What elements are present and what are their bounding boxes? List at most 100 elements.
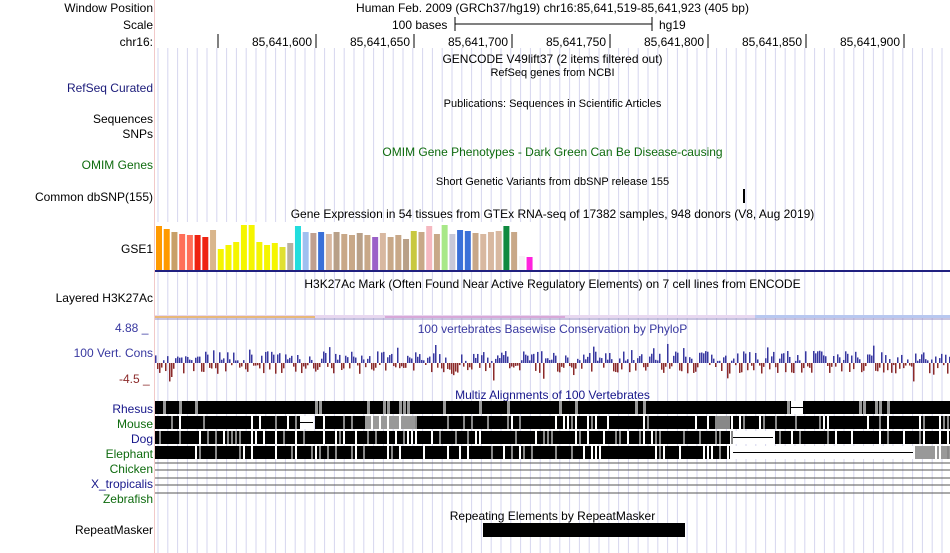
alignment-mismatch [655,446,657,459]
phylop-bar [239,363,241,368]
cons-label[interactable]: 100 Vert. Cons [73,346,153,360]
h3k27ac-title[interactable]: H3K27Ac Mark (Often Found Near Active Re… [304,277,801,291]
phylop-bar [335,353,337,363]
alignment-mismatch [375,431,377,444]
phylop-bar [815,353,817,363]
snps-label[interactable]: SNPs [122,127,153,141]
phylop-bar [611,359,613,363]
gtex-title[interactable]: Gene Expression in 54 tissues from GTEx … [290,207,815,221]
phylop-bar [675,351,677,363]
gtex-bar [403,239,410,270]
gtex-bar [364,235,371,270]
phylop-bar [651,353,653,363]
phylop-bar [515,363,517,366]
sequences-label[interactable]: Sequences [92,112,153,126]
phylop-bar [631,350,633,363]
alignment-mismatch [719,431,721,444]
phylop-bar [851,355,853,363]
phylop-bar [385,363,387,371]
phylop-bar [351,351,353,363]
gtex-bar [271,243,278,270]
alignment-mismatch [575,431,577,444]
alignment-mismatch [479,431,481,444]
snp-marker[interactable] [743,189,745,203]
phylop-bar [653,348,655,363]
phylop-bar [763,363,765,367]
refseq-title[interactable]: RefSeq genes from NCBI [490,67,615,79]
phylop-bar [509,363,511,369]
alignment-mismatch [663,446,665,459]
phylop-bar [539,363,541,373]
phylop-bar [183,363,185,374]
alignment-mismatch [519,416,521,429]
phylop-bar [319,363,321,368]
alignment-mismatch [239,431,241,444]
phylop-bar [691,358,693,363]
phylop-signal[interactable] [155,337,950,387]
phylop-bar [939,358,941,363]
phylop-bar [305,363,307,369]
species-x-tropicalis[interactable]: X_tropicalis [90,477,153,491]
phylop-bar [349,363,351,369]
alignment-mismatch [879,416,881,429]
phylop-bar [567,357,569,363]
phylop-bar [461,354,463,363]
alignment-mismatch [763,416,765,429]
phylop-bar [231,363,233,366]
phylop-bar [563,363,565,368]
publications-title[interactable]: Publications: Sequences in Scientific Ar… [443,98,662,110]
alignment-mismatch [395,431,397,444]
cons-title[interactable]: 100 vertebrates Basewise Conservation by… [417,322,688,336]
phylop-bar [403,363,405,368]
species-elephant[interactable]: Elephant [105,447,153,461]
phylop-bar [445,357,447,363]
repeat-element[interactable] [483,523,685,537]
multiz-alignments[interactable] [155,400,950,508]
alignment-mismatch [787,401,790,414]
phylop-bar [379,363,381,366]
gtex-bars[interactable] [155,222,950,274]
phylop-bar [293,363,295,367]
common-dbsnp-label[interactable]: Common dbSNP(155) [34,190,153,204]
species-mouse[interactable]: Mouse [116,417,153,431]
phylop-bar [475,357,477,363]
omim-title[interactable]: OMIM Gene Phenotypes - Dark Green Can Be… [382,145,723,159]
phylop-bar [161,363,163,368]
phylop-bar [685,356,687,363]
species-chicken[interactable]: Chicken [109,462,153,476]
phylop-bar [235,360,237,363]
alignment-mismatch [863,401,866,414]
gtex-bar [472,233,479,270]
phylop-bar [735,363,737,366]
multiz-title[interactable]: Multiz Alignments of 100 Vertebrates [455,388,650,402]
dbsnp-title[interactable]: Short Genetic Variants from dbSNP releas… [435,176,670,188]
alignment-mismatch [379,416,381,429]
phylop-bar [819,350,821,363]
phylop-bar [437,363,439,368]
phylop-bar [581,363,583,369]
gencode-title[interactable]: GENCODE V49lift37 (2 items filtered out) [442,52,663,66]
phylop-bar [583,354,585,363]
gtex-bar [279,247,286,270]
repeatmasker-title[interactable]: Repeating Elements by RepeatMasker [449,509,656,523]
phylop-bar [719,360,721,363]
phylop-bar [363,359,365,363]
species-dog[interactable]: Dog [130,432,153,446]
species-rhesus[interactable]: Rhesus [112,402,153,416]
phylop-bar [935,356,937,363]
repeatmasker-label[interactable]: RepeatMasker [74,523,153,537]
phylop-bar [489,363,491,368]
gtex-bar [156,226,162,270]
alignment-mismatch [947,431,949,444]
h3k27ac-label[interactable]: Layered H3K27Ac [55,291,153,305]
refseq-label[interactable]: RefSeq Curated [66,81,153,95]
alignment-mismatch [303,431,305,444]
gtex-gene-label[interactable]: GSE1 [120,242,153,256]
alignment-mismatch [371,416,373,429]
h3k27ac-signal[interactable] [155,300,950,322]
omim-label[interactable]: OMIM Genes [81,158,153,172]
alignment-mismatch [415,416,417,429]
species-zebrafish[interactable]: Zebrafish [102,492,153,506]
phylop-bar [893,363,895,366]
alignment-mismatch [823,416,825,429]
